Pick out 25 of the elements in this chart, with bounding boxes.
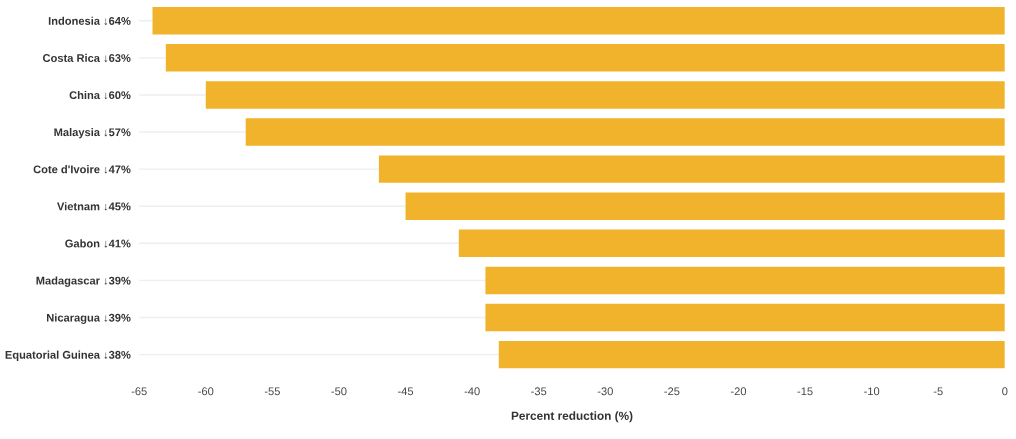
y-tick-label: Costa Rica ↓63% xyxy=(43,53,131,63)
x-tick-label: -5 xyxy=(933,387,943,396)
y-tick-label: Nicaragua ↓39% xyxy=(47,313,131,324)
x-tick-label: -65 xyxy=(131,387,147,396)
y-tick-label: Equatorial Guinea ↓38% xyxy=(5,350,131,361)
y-tick-label: Malaysia ↓57% xyxy=(54,128,131,139)
x-tick-label: -45 xyxy=(398,387,414,396)
x-tick-label: 0 xyxy=(1002,387,1008,396)
x-tick-label: -40 xyxy=(464,387,480,396)
y-tick-label: Cote d'Ivoire ↓47% xyxy=(33,165,131,174)
y-tick-label: Gabon ↓41% xyxy=(65,239,131,248)
x-tick-label: -30 xyxy=(597,387,613,396)
y-tick-label: Vietnam ↓45% xyxy=(57,202,131,211)
x-tick-label: -35 xyxy=(531,387,547,396)
x-tick-label: -25 xyxy=(664,387,680,396)
x-tick-label: -50 xyxy=(331,387,347,396)
x-tick-label: -60 xyxy=(198,387,214,396)
x-tick-label: -20 xyxy=(730,387,747,396)
x-tick-label: -15 xyxy=(797,387,813,396)
x-axis-title: Percent reduction (%) xyxy=(511,411,633,423)
x-tick-label: -10 xyxy=(864,387,880,396)
x-tick-label: -55 xyxy=(264,387,280,396)
y-tick-label: Madagascar ↓39% xyxy=(36,276,131,287)
y-tick-label: Indonesia ↓64% xyxy=(48,16,131,26)
y-tick-label: China ↓60% xyxy=(69,90,131,100)
